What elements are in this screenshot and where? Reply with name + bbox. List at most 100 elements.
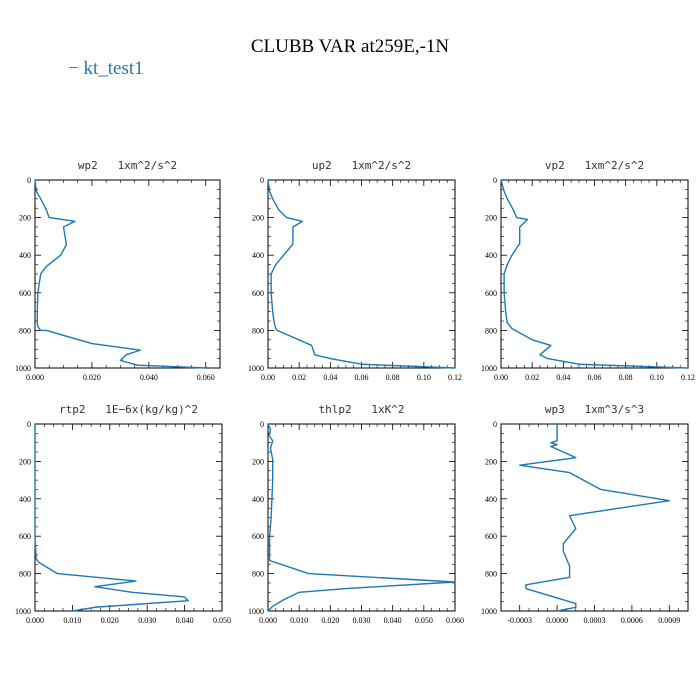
y-tick-label: 400: [485, 495, 497, 504]
y-tick-label: 600: [19, 532, 31, 541]
panel-1: wp2 1xm^2/s^2 0.000 0.020 0.040 0.060 0 200 400…: [15, 159, 221, 382]
x-tick-label: 0.010: [63, 616, 81, 625]
y-tick-label: 600: [252, 532, 264, 541]
y-tick-label: 0: [27, 176, 31, 185]
y-tick-label: 400: [252, 495, 264, 504]
y-tick-label: 200: [252, 457, 264, 466]
plot-frame: [500, 179, 689, 369]
y-tick-label: 1000: [15, 364, 31, 373]
x-tick-label: 0.050: [415, 616, 433, 625]
x-tick-label: 0.0006: [621, 616, 643, 625]
x-tick-label: 0.000: [26, 373, 44, 382]
x-tick-label: 0.08: [386, 373, 400, 382]
x-tick-label: 0.060: [446, 616, 464, 625]
y-tick-label: 400: [19, 495, 31, 504]
x-tick-label: 0.08: [619, 373, 633, 382]
x-tick-label: 0.020: [83, 373, 101, 382]
y-tick-label: 800: [485, 570, 497, 579]
x-tick-label: 0.0009: [658, 616, 680, 625]
y-tick-label: 0: [260, 420, 264, 429]
panel-title: thlp2 1xK^2: [318, 403, 404, 416]
x-tick-label: 0.06: [355, 373, 369, 382]
y-tick-label: 0: [27, 420, 31, 429]
x-tick-label: 0.06: [588, 373, 602, 382]
legend-label-kt-test1: kt_test1: [83, 58, 144, 79]
plot-frame: [500, 423, 689, 612]
chart-main-title: CLUBB VAR at259E,-1N: [250, 36, 450, 57]
y-tick-label: 800: [252, 326, 264, 335]
y-tick-label: 400: [485, 251, 497, 260]
x-tick-label: 0.0000: [546, 616, 568, 625]
y-tick-label: 200: [19, 457, 31, 466]
y-tick-label: 600: [19, 289, 31, 298]
y-tick-label: 800: [485, 326, 497, 335]
x-tick-label: 0.12: [681, 373, 695, 382]
panel-title: wp3 1xm^3/s^3: [545, 403, 644, 416]
x-tick-label: -0.0003: [507, 616, 532, 625]
x-tick-label: 0.000: [26, 616, 44, 625]
x-tick-label: 0.040: [176, 616, 194, 625]
x-tick-label: 0.060: [197, 373, 215, 382]
x-tick-label: 0.010: [290, 616, 308, 625]
y-tick-label: 800: [19, 570, 31, 579]
plot-frame: [34, 423, 223, 612]
y-tick-label: 200: [19, 214, 31, 223]
legend: − kt_test1: [68, 58, 144, 80]
y-tick-label: 200: [485, 214, 497, 223]
x-tick-label: 0.000: [259, 616, 277, 625]
x-tick-label: 0.04: [323, 373, 337, 382]
y-tick-label: 800: [252, 570, 264, 579]
series-line-kt_test1: [500, 179, 689, 369]
y-tick-label: 1000: [248, 364, 264, 373]
x-tick-label: 0.020: [101, 616, 119, 625]
x-tick-label: 0.04: [556, 373, 570, 382]
plot-frame: [34, 179, 221, 369]
panel-title: up2 1xm^2/s^2: [312, 159, 411, 172]
y-tick-label: 1000: [481, 364, 497, 373]
plot-frame: [267, 179, 456, 369]
panel-3: vp2 1xm^2/s^2 0.00 0.02 0.04 0.06 0.08 0.10 0.1…: [481, 159, 695, 382]
x-tick-label: 0.030: [353, 616, 371, 625]
plot-frame: [267, 423, 456, 612]
y-tick-label: 200: [252, 214, 264, 223]
panel-5: thlp2 1xK^2 0.000 0.010 0.020 0.030 0.040 0.05…: [248, 403, 464, 625]
x-tick-label: 0.00: [494, 373, 508, 382]
y-tick-label: 600: [252, 289, 264, 298]
y-tick-label: 0: [493, 420, 497, 429]
y-tick-label: 0: [260, 176, 264, 185]
x-tick-label: 0.040: [140, 373, 158, 382]
panel-title: rtp2 1E−6x(kg/kg)^2: [59, 403, 198, 416]
x-tick-label: 0.10: [650, 373, 664, 382]
y-tick-label: 600: [485, 289, 497, 298]
panel-6: wp3 1xm^3/s^3 -0.0003 0.0000 0.0003 0.0006 0.…: [481, 403, 689, 625]
x-tick-label: 0.050: [213, 616, 231, 625]
series-line-kt_test1: [34, 179, 206, 369]
panel-2: up2 1xm^2/s^2 0.00 0.02 0.04 0.06 0.08 0.10 0.1…: [248, 159, 462, 382]
series-line-kt_test1: [267, 423, 456, 612]
y-tick-label: 0: [493, 176, 497, 185]
panel-title: vp2 1xm^2/s^2: [545, 159, 644, 172]
x-tick-label: 0.02: [525, 373, 539, 382]
panel-title: wp2 1xm^2/s^2: [78, 159, 177, 172]
y-tick-label: 1000: [248, 607, 264, 616]
y-tick-label: 800: [19, 326, 31, 335]
series-line-kt_test1: [34, 424, 190, 612]
x-tick-label: 0.0003: [584, 616, 606, 625]
x-tick-label: 0.02: [292, 373, 306, 382]
y-tick-label: 400: [252, 251, 264, 260]
panel-4: rtp2 1E−6x(kg/kg)^2 0.000 0.010 0.020 0.030 0…: [15, 403, 231, 625]
y-tick-label: 1000: [481, 607, 497, 616]
y-tick-label: 400: [19, 251, 31, 260]
x-tick-label: 0.10: [417, 373, 431, 382]
x-tick-label: 0.020: [321, 616, 339, 625]
series-line-kt_test1: [519, 424, 670, 612]
x-tick-label: 0.12: [448, 373, 462, 382]
y-tick-label: 200: [485, 457, 497, 466]
series-line-kt_test1: [267, 179, 456, 369]
y-tick-label: 600: [485, 532, 497, 541]
x-tick-label: 0.040: [384, 616, 402, 625]
x-tick-label: 0.00: [261, 373, 275, 382]
legend-line-marker: −: [68, 58, 79, 79]
y-tick-label: 1000: [15, 607, 31, 616]
